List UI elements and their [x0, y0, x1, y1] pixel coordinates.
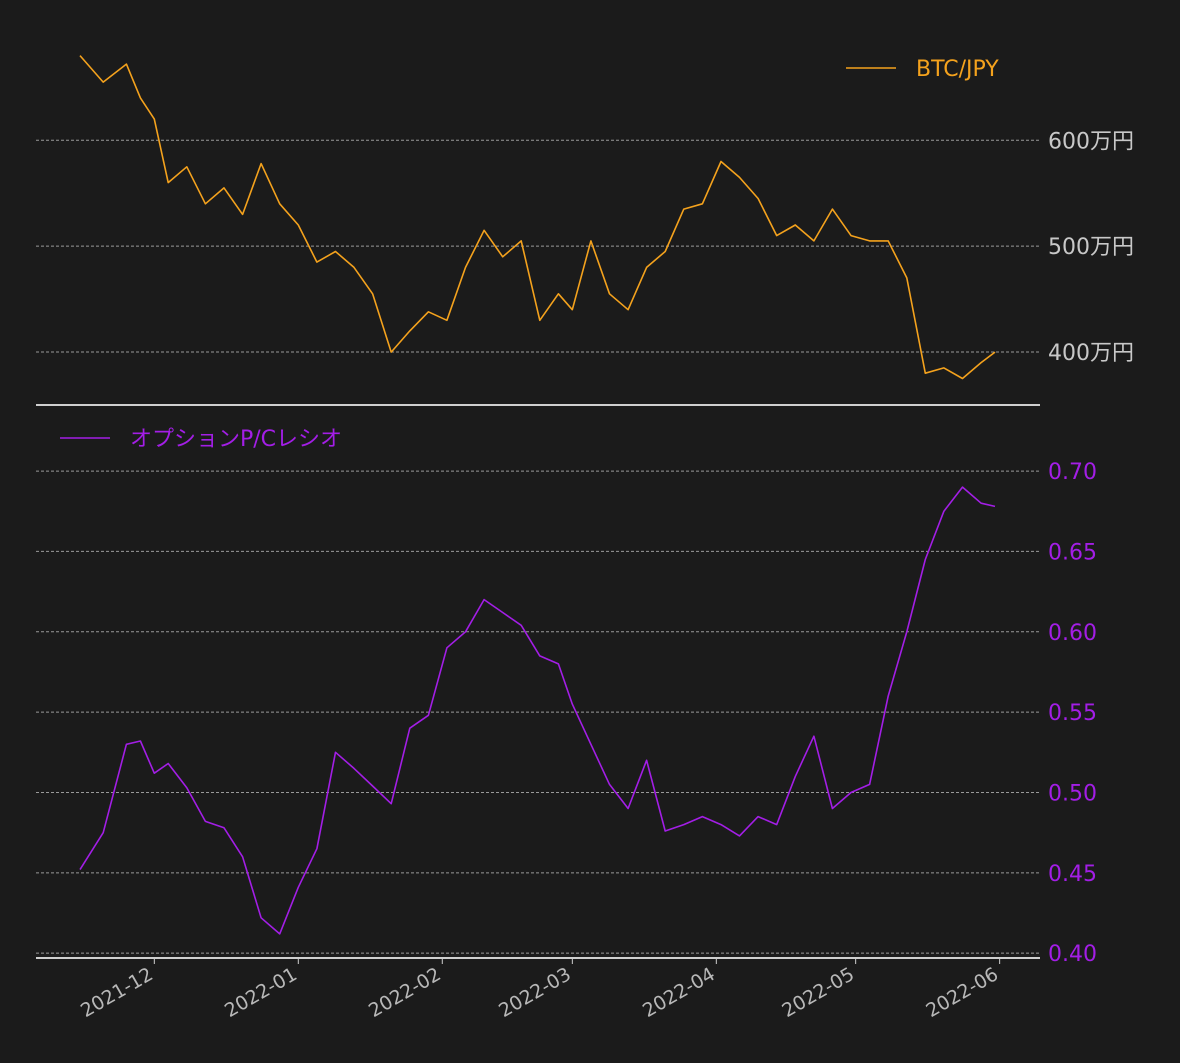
pcr-y-tick-label: 0.50 [1048, 781, 1097, 806]
btc-price-line [79, 55, 996, 380]
pcr-legend-label: オプションP/Cレシオ [130, 427, 342, 452]
pcr-legend: オプションP/Cレシオ [60, 427, 342, 452]
pcr-panel: 0.40 0.45 0.50 0.55 0.60 0.65 0.70 オプションP/Cレシオ [36, 427, 1097, 967]
pcr-y-tick-label: 0.70 [1048, 460, 1097, 485]
pcr-grid [36, 470, 1040, 954]
btc-y-tick-label: 400万円 [1048, 341, 1134, 366]
pcr-ratio-line [79, 486, 996, 935]
pcr-y-ticks: 0.40 0.45 0.50 0.55 0.60 0.65 0.70 [1048, 460, 1097, 967]
btc-y-ticks: 400万円 500万円 600万円 [1048, 129, 1134, 366]
pcr-y-tick-label: 0.40 [1048, 942, 1097, 967]
pcr-y-tick-label: 0.65 [1048, 540, 1097, 565]
btc-legend: BTC/JPY [846, 57, 999, 82]
btc-y-tick-label: 600万円 [1048, 129, 1134, 154]
pcr-y-tick-label: 0.55 [1048, 701, 1097, 726]
pcr-y-tick-label: 0.60 [1048, 621, 1097, 646]
btc-legend-label: BTC/JPY [916, 57, 999, 82]
btc-grid [36, 139, 1040, 353]
btc-price-panel: 400万円 500万円 600万円 BTC/JPY [36, 55, 1134, 380]
pcr-y-tick-label: 0.45 [1048, 862, 1097, 887]
btc-y-tick-label: 500万円 [1048, 235, 1134, 260]
